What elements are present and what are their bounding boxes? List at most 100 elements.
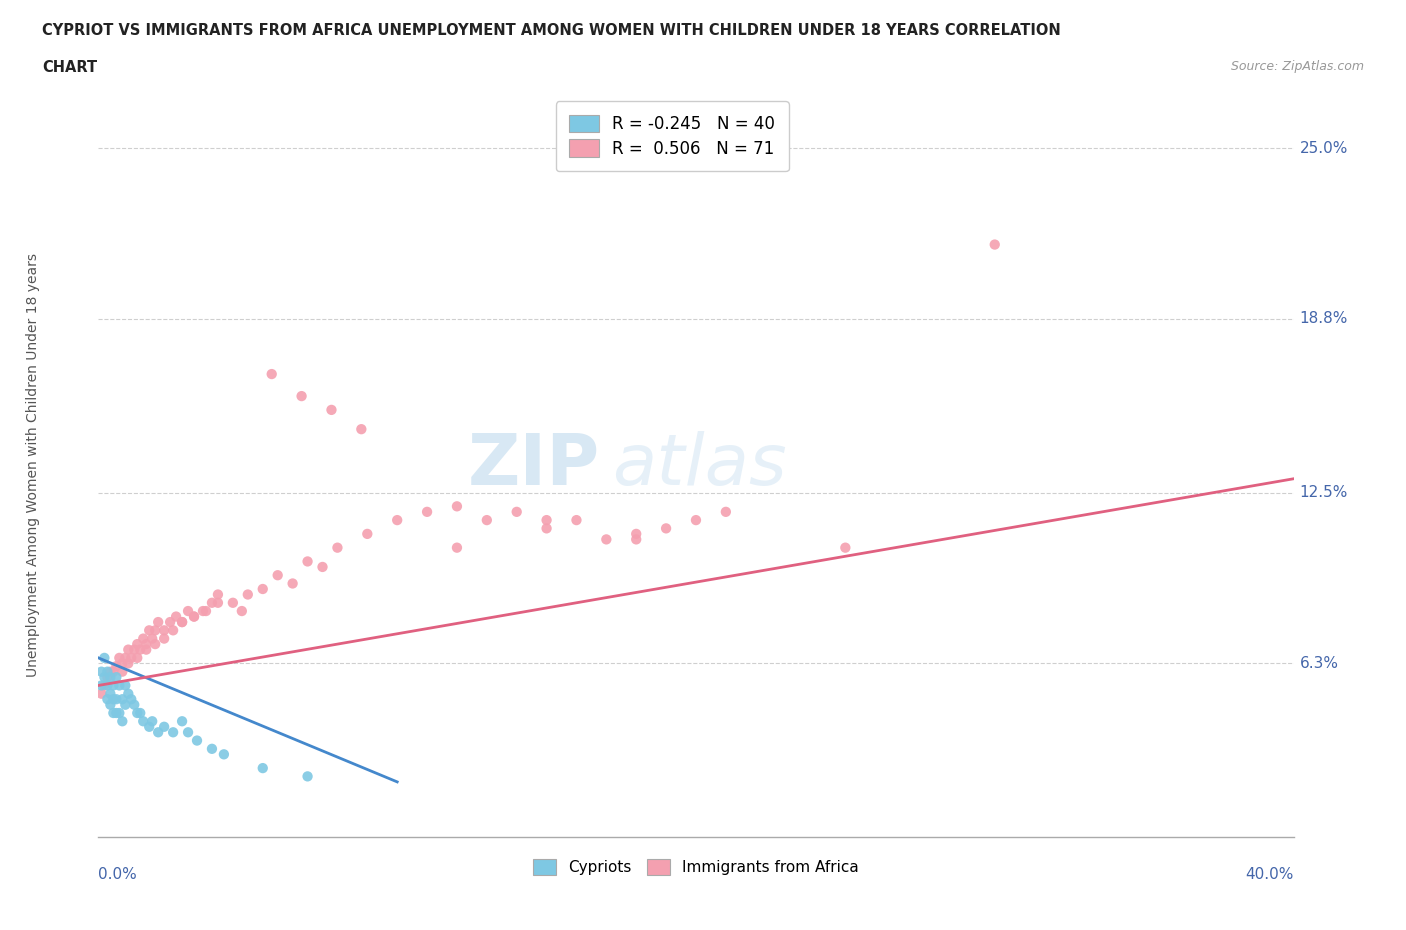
Point: [90, 664, 112, 679]
Point: [141, 714, 163, 729]
Point: [129, 643, 152, 658]
Point: [90, 678, 112, 693]
Point: [311, 560, 333, 575]
Point: [120, 692, 142, 707]
Point: [127, 706, 149, 721]
Point: [475, 512, 498, 527]
Point: [148, 724, 170, 739]
Point: [105, 692, 128, 707]
Point: [714, 504, 737, 519]
Point: [172, 615, 194, 630]
Point: [297, 554, 319, 569]
Text: atlas: atlas: [612, 431, 787, 499]
Point: [252, 761, 274, 776]
Point: [159, 615, 181, 630]
Point: [153, 631, 176, 646]
Point: [103, 692, 125, 707]
Point: [194, 604, 218, 618]
Point: [685, 512, 707, 527]
Point: [108, 650, 131, 665]
Point: [108, 678, 131, 693]
Point: [260, 366, 283, 381]
Point: [595, 532, 617, 547]
Point: [127, 637, 149, 652]
Point: [201, 741, 224, 756]
Point: [290, 389, 312, 404]
Point: [655, 521, 678, 536]
Point: [103, 664, 125, 679]
Point: [191, 604, 214, 618]
Point: [127, 650, 149, 665]
Point: [132, 714, 155, 729]
Text: 40.0%: 40.0%: [1246, 867, 1294, 882]
Point: [132, 631, 155, 646]
Point: [96, 692, 118, 707]
Point: [93, 650, 115, 665]
Point: [135, 637, 157, 652]
Text: 6.3%: 6.3%: [1299, 656, 1339, 671]
Point: [252, 581, 274, 596]
Point: [111, 664, 134, 679]
Point: [141, 631, 163, 646]
Point: [172, 615, 194, 630]
Point: [96, 664, 118, 679]
Point: [135, 643, 157, 658]
Text: 0.0%: 0.0%: [98, 867, 138, 882]
Point: [105, 658, 128, 673]
Point: [117, 686, 139, 701]
Point: [326, 540, 349, 555]
Point: [183, 609, 205, 624]
Point: [165, 609, 187, 624]
Point: [117, 643, 139, 658]
Point: [98, 698, 122, 712]
Point: [446, 498, 468, 513]
Point: [177, 604, 200, 618]
Text: 12.5%: 12.5%: [1299, 485, 1348, 500]
Point: [236, 587, 259, 602]
Point: [96, 670, 118, 684]
Point: [177, 724, 200, 739]
Text: ZIP: ZIP: [468, 431, 600, 499]
Point: [129, 706, 152, 721]
Point: [138, 623, 160, 638]
Point: [201, 595, 224, 610]
Text: Source: ZipAtlas.com: Source: ZipAtlas.com: [1230, 60, 1364, 73]
Text: CYPRIOT VS IMMIGRANTS FROM AFRICA UNEMPLOYMENT AMONG WOMEN WITH CHILDREN UNDER 1: CYPRIOT VS IMMIGRANTS FROM AFRICA UNEMPL…: [42, 23, 1062, 38]
Point: [536, 521, 558, 536]
Point: [212, 747, 235, 762]
Point: [96, 678, 118, 693]
Point: [103, 706, 125, 721]
Point: [120, 650, 142, 665]
Point: [350, 421, 373, 436]
Point: [624, 532, 647, 547]
Point: [222, 595, 245, 610]
Point: [356, 526, 378, 541]
Point: [105, 706, 128, 721]
Point: [446, 540, 468, 555]
Point: [624, 526, 647, 541]
Point: [231, 604, 253, 618]
Point: [98, 670, 122, 684]
Point: [103, 678, 125, 693]
Point: [281, 576, 304, 591]
Point: [506, 504, 529, 519]
Text: 18.8%: 18.8%: [1299, 312, 1348, 326]
Point: [90, 686, 112, 701]
Point: [117, 656, 139, 671]
Point: [105, 670, 128, 684]
Point: [207, 595, 229, 610]
Point: [321, 403, 343, 418]
Point: [983, 237, 1005, 252]
Point: [162, 623, 184, 638]
Point: [111, 692, 134, 707]
Point: [114, 698, 136, 712]
Point: [153, 623, 176, 638]
Point: [93, 678, 115, 693]
Point: [143, 637, 166, 652]
Point: [183, 609, 205, 624]
Point: [114, 678, 136, 693]
Point: [153, 719, 176, 734]
Text: Unemployment Among Women with Children Under 18 years: Unemployment Among Women with Children U…: [25, 253, 39, 677]
Point: [124, 643, 146, 658]
Point: [162, 724, 184, 739]
